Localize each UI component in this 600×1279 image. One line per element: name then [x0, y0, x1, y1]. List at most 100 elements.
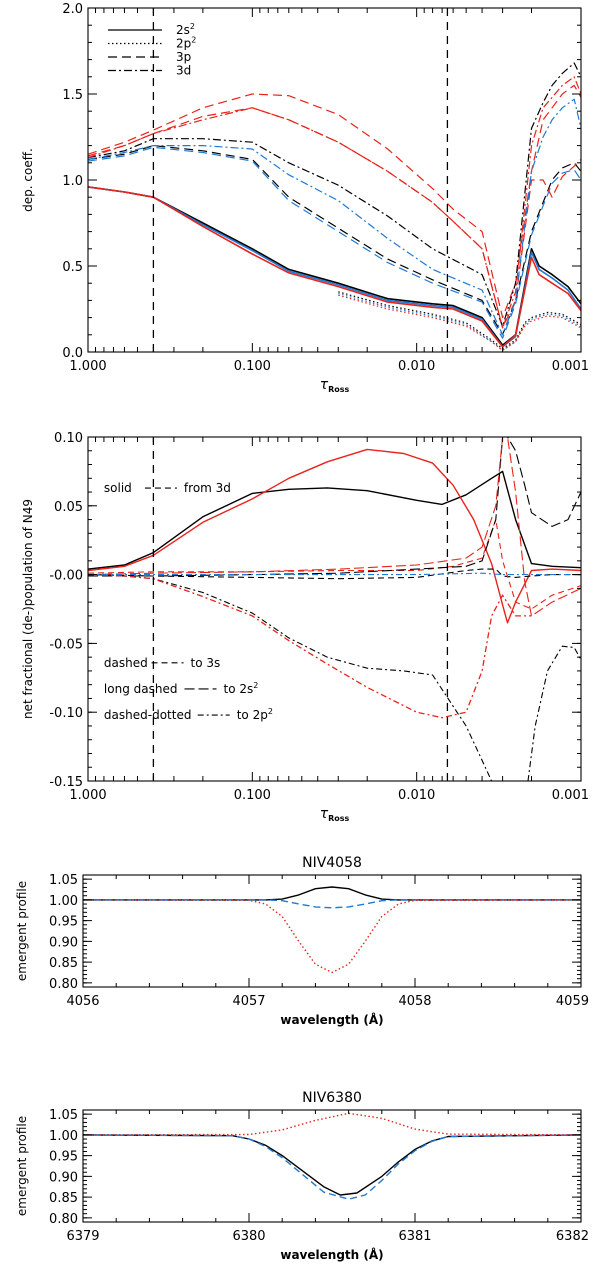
chart-panel-4: NIV6380 6379 6380 6381 6382 0.80 0.85 0.90 0.95 1…	[15, 1090, 589, 1262]
y-axis-label: net fractional (de-)population of N49	[21, 499, 35, 719]
x-tick-label: 0.010	[398, 788, 435, 803]
annotation-3: dashed-dotted to 2p2	[104, 707, 273, 722]
chart-title: NIV6380	[302, 1090, 362, 1106]
y-axis-label: emergent profile	[15, 1116, 29, 1216]
legend-label: 2p2	[176, 36, 196, 51]
series-group	[83, 1112, 581, 1200]
y-tick-label: 0.80	[49, 1212, 78, 1227]
chart-title: NIV4058	[302, 855, 362, 871]
annotation-2: long dashed to 2s2	[104, 681, 258, 696]
y-tick-label: 0.5	[62, 260, 83, 275]
legend-label: 2s2	[176, 22, 195, 37]
y-tick-label: 0.80	[49, 977, 78, 992]
series-group	[88, 62, 581, 351]
x-tick-label: 6380	[232, 1229, 265, 1244]
x-axis-label-subscript: Ross	[328, 814, 349, 823]
series-line-9	[88, 84, 581, 319]
legend-label-sup: 2	[190, 22, 195, 31]
y-axis-label: dep. coeff.	[21, 148, 35, 212]
legend-item-2: 3p	[108, 50, 191, 64]
annotation-label: dashed	[104, 656, 148, 670]
legend-label: 3d	[176, 64, 191, 78]
annotation-rest-text: to 2s	[224, 682, 254, 696]
series-line-10	[88, 62, 581, 327]
y-tick-label: 0.95	[49, 1150, 78, 1165]
series-line-3	[338, 291, 581, 350]
y-tick-label: 0.90	[49, 1170, 78, 1185]
legend-label-text: 3p	[176, 50, 191, 64]
annotation-label: solid	[104, 481, 132, 495]
series-line-6	[88, 145, 581, 336]
y-tick-label: -0.05	[49, 637, 83, 652]
annotation-label: long dashed	[104, 682, 178, 696]
x-axis-label-subscript: Ross	[328, 385, 349, 394]
x-tick-label: 4058	[398, 994, 431, 1009]
x-tick-label: 4056	[66, 994, 99, 1009]
x-tick-label: 0.001	[552, 788, 589, 803]
series-line-2	[83, 899, 581, 974]
x-tick-label: 0.010	[398, 359, 435, 374]
y-tick-label: 0.85	[49, 1191, 78, 1206]
series-line-7	[88, 146, 581, 339]
annotation-description: from 3d	[184, 481, 231, 495]
series-line-0	[83, 1134, 581, 1196]
series-line-5	[88, 437, 581, 617]
y-tick-label: 0.05	[54, 500, 83, 515]
y-tick-label: 0.85	[49, 956, 78, 971]
series-line-0	[88, 470, 581, 570]
legend-label-text: 2p	[176, 37, 191, 51]
x-tick-label: 0.001	[552, 359, 589, 374]
chart-panel-2: 1.000 0.100 0.010 0.001 -0.15 -0.10 -0.05 -0.00…	[21, 431, 589, 823]
annotation-1: dashed to 3s	[104, 656, 220, 670]
series-line-11	[88, 98, 581, 336]
series-line-2	[88, 186, 581, 348]
legend-label: 3p	[176, 50, 191, 64]
series-line-0	[83, 886, 581, 901]
annotation-rest-text: to 2p	[237, 708, 268, 722]
annotation-rest-text: to 3s	[191, 656, 221, 670]
x-tick-label: 6381	[398, 1229, 431, 1244]
x-tick-label: 1.000	[69, 359, 106, 374]
series-line-4	[88, 437, 581, 577]
x-axis-label: τRoss	[320, 377, 350, 394]
x-axis-label: τRoss	[320, 806, 350, 823]
x-axis-label-symbol: τ	[320, 806, 329, 822]
chart-panel-1: 1.000 0.100 0.010 0.001 0.0 0.5 1.0 1.5 2.0 dep. …	[21, 2, 589, 394]
annotation-sup: 2	[268, 707, 273, 716]
series-line-1	[83, 1134, 581, 1200]
x-tick-label: 6379	[66, 1229, 99, 1244]
y-tick-label: 0.90	[49, 935, 78, 950]
x-axis-label: wavelength (Å)	[280, 1012, 383, 1027]
legend-label-sup: 2	[191, 36, 196, 45]
series-line-12	[88, 76, 581, 329]
series-line-1	[88, 186, 581, 348]
chart-panel-3: NIV4058 4056 4057 4058 4059 0.80 0.85 0.90 0.95 1…	[15, 855, 589, 1027]
annotation-sup: 2	[253, 681, 258, 690]
legend-item-0: 2s2	[108, 22, 195, 37]
plot-frame	[82, 874, 582, 988]
legend-item-3: 3d	[108, 64, 191, 78]
x-tick-label: 4057	[232, 994, 265, 1009]
series-line-0	[88, 186, 581, 346]
plot-frame	[87, 436, 582, 782]
x-tick-label: 0.100	[234, 788, 271, 803]
x-tick-label: 1.000	[69, 788, 106, 803]
y-tick-label: -0.10	[49, 706, 83, 721]
legend-label-text: 3d	[176, 64, 191, 78]
y-tick-label: 2.0	[62, 2, 83, 17]
series-line-7	[527, 645, 581, 781]
annotation-rest-text: from 3d	[184, 481, 231, 495]
series-line-8	[88, 107, 581, 329]
x-tick-label: 0.100	[234, 359, 271, 374]
series-line-9	[88, 572, 581, 576]
series-group	[88, 437, 581, 781]
x-tick-label: 6382	[556, 1229, 589, 1244]
series-line-3	[88, 519, 581, 610]
annotation-0: solid from 3d	[104, 481, 231, 495]
series-line-5	[338, 294, 581, 351]
x-axis-label: wavelength (Å)	[280, 1247, 383, 1262]
y-tick-label: 0.95	[49, 915, 78, 930]
series-line-4	[338, 292, 581, 351]
series-line-6	[88, 574, 493, 781]
